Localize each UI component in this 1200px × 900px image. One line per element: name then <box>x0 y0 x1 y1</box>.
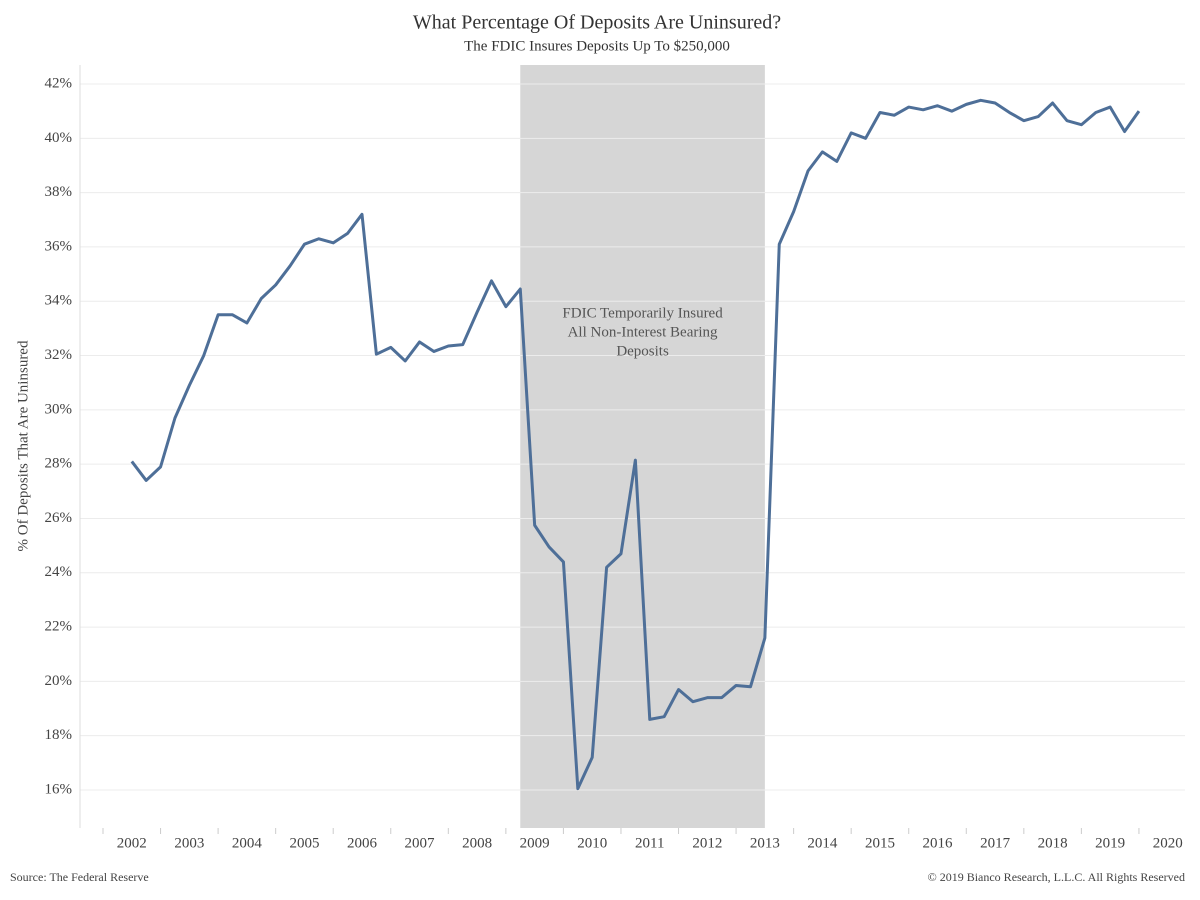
chart-subtitle: The FDIC Insures Deposits Up To $250,000 <box>464 38 730 54</box>
y-tick-label: 26% <box>45 510 73 526</box>
x-tick-label: 2005 <box>289 835 319 851</box>
chart-title: What Percentage Of Deposits Are Uninsure… <box>413 12 781 34</box>
y-tick-label: 38% <box>45 184 73 200</box>
y-tick-label: 24% <box>45 564 73 580</box>
x-tick-label: 2011 <box>635 835 664 851</box>
source: Source: The Federal Reserve <box>10 870 149 884</box>
x-tick-label: 2009 <box>520 835 550 851</box>
y-tick-label: 16% <box>45 781 73 797</box>
annotation: Deposits <box>616 343 669 359</box>
copyright: © 2019 Bianco Research, L.L.C. All Right… <box>928 870 1185 884</box>
y-axis-label: % Of Deposits That Are Uninsured <box>15 340 31 551</box>
y-tick-label: 18% <box>45 727 73 743</box>
x-tick-label: 2019 <box>1095 835 1125 851</box>
y-tick-label: 28% <box>45 456 73 472</box>
x-tick-label: 2020 <box>1153 835 1183 851</box>
annotation: All Non-Interest Bearing <box>568 324 718 340</box>
x-tick-label: 2015 <box>865 835 895 851</box>
y-tick-label: 32% <box>45 347 73 363</box>
y-tick-label: 30% <box>45 401 73 417</box>
x-tick-label: 2002 <box>117 835 147 851</box>
x-tick-label: 2010 <box>577 835 607 851</box>
x-tick-label: 2012 <box>692 835 722 851</box>
x-tick-label: 2006 <box>347 835 378 851</box>
y-tick-label: 22% <box>45 619 73 635</box>
x-tick-label: 2018 <box>1038 835 1068 851</box>
shaded-region <box>520 65 765 828</box>
x-tick-label: 2003 <box>174 835 204 851</box>
x-tick-label: 2014 <box>807 835 838 851</box>
annotation: FDIC Temporarily Insured <box>562 305 723 321</box>
y-tick-label: 36% <box>45 238 73 254</box>
x-tick-label: 2008 <box>462 835 492 851</box>
y-tick-label: 20% <box>45 673 73 689</box>
x-tick-label: 2004 <box>232 835 263 851</box>
x-tick-label: 2007 <box>405 835 436 851</box>
x-tick-label: 2016 <box>923 835 954 851</box>
y-tick-label: 40% <box>45 130 73 146</box>
y-tick-label: 42% <box>45 75 73 91</box>
x-tick-label: 2017 <box>980 835 1011 851</box>
y-tick-label: 34% <box>45 293 73 309</box>
data-line <box>130 98 1141 791</box>
x-tick-label: 2013 <box>750 835 780 851</box>
